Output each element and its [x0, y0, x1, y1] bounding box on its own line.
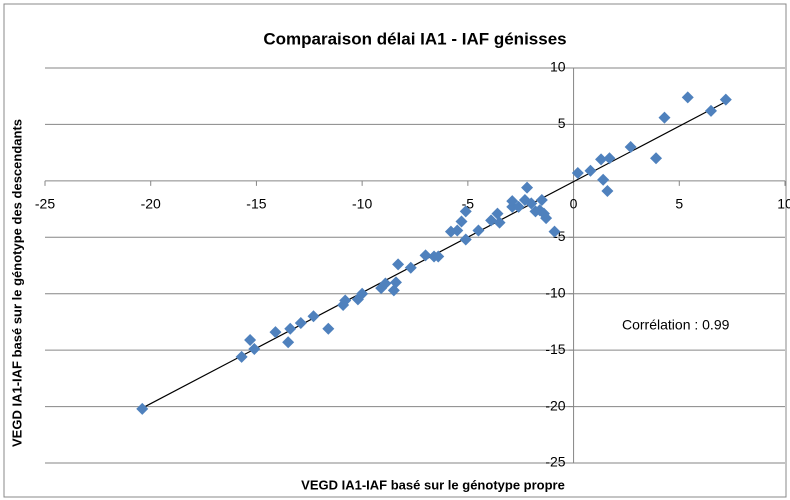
- point: [404, 261, 417, 274]
- point: [356, 287, 369, 300]
- point: [455, 215, 468, 228]
- point: [248, 343, 261, 356]
- x-tick-label: -25: [35, 196, 55, 212]
- point: [650, 152, 663, 165]
- point: [472, 224, 485, 237]
- y-axis-label: VEGD IA1-IAF basé sur le génotype des de…: [9, 119, 24, 447]
- point: [269, 326, 282, 339]
- point: [379, 277, 392, 290]
- x-tick-label: -20: [141, 196, 161, 212]
- chart-border: [3, 3, 787, 498]
- point: [491, 207, 504, 220]
- point: [451, 224, 464, 237]
- point: [459, 233, 472, 246]
- point: [339, 294, 352, 307]
- point: [525, 197, 538, 210]
- point: [540, 212, 553, 225]
- point: [601, 185, 614, 198]
- point: [493, 216, 506, 229]
- y-tick-label: -10: [545, 284, 565, 300]
- point: [521, 181, 534, 194]
- point: [432, 250, 445, 263]
- point: [535, 194, 548, 207]
- point: [485, 214, 498, 227]
- point: [392, 258, 405, 271]
- chart-title: Comparaison délai IA1 - IAF génisses: [263, 29, 566, 48]
- point: [512, 200, 525, 213]
- point: [571, 166, 584, 179]
- point: [244, 333, 257, 346]
- point: [459, 205, 472, 218]
- y-tick-label: -25: [545, 454, 565, 470]
- point: [548, 225, 561, 238]
- point: [235, 350, 248, 363]
- y-tick-label: -15: [545, 341, 565, 357]
- point: [595, 153, 608, 166]
- x-tick-label: -10: [352, 196, 372, 212]
- point: [294, 317, 307, 330]
- point: [389, 276, 402, 289]
- x-axis-label: VEGD IA1-IAF basé sur le génotype propre: [301, 477, 565, 492]
- y-tick-label: 5: [558, 115, 566, 131]
- point: [419, 249, 432, 262]
- point: [719, 93, 732, 106]
- point: [136, 402, 149, 415]
- x-tick-label: 5: [675, 196, 683, 212]
- point: [307, 310, 320, 323]
- point: [597, 173, 610, 186]
- point: [705, 104, 717, 117]
- point: [681, 91, 694, 104]
- y-tick-label: 10: [550, 59, 566, 75]
- point: [282, 336, 295, 349]
- point: [584, 164, 597, 177]
- annotation: Corrélation : 0.99: [622, 317, 730, 333]
- point: [284, 322, 297, 335]
- point: [322, 322, 335, 335]
- point: [603, 152, 616, 165]
- x-tick-label: -15: [246, 196, 266, 212]
- point: [624, 141, 637, 153]
- point: [658, 111, 671, 124]
- x-tick-label: 10: [777, 196, 790, 212]
- x-tick-label: 0: [570, 196, 578, 212]
- y-tick-label: -20: [545, 397, 565, 413]
